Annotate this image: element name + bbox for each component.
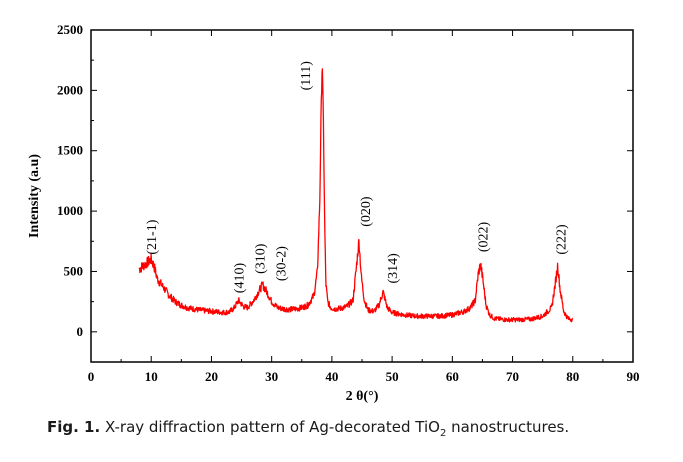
peak-label: (30-2) bbox=[275, 246, 290, 281]
x-tick-label: 0 bbox=[88, 369, 95, 384]
figure-label: Fig. 1. bbox=[47, 418, 101, 436]
figure-caption: Fig. 1. X-ray diffraction pattern of Ag-… bbox=[47, 418, 677, 439]
peak-labels: (21-1) (410) (310) (30-2) (111) (020) (314) (02… bbox=[145, 61, 570, 293]
peak-label: (022) bbox=[476, 221, 491, 252]
peak-label: (111) bbox=[299, 61, 314, 91]
y-tick-label: 2000 bbox=[57, 82, 83, 97]
x-tick-label: 10 bbox=[145, 369, 158, 384]
x-tick-label: 70 bbox=[506, 369, 519, 384]
x-tick-label: 20 bbox=[205, 369, 218, 384]
peak-label: (310) bbox=[254, 243, 269, 274]
peak-label: (410) bbox=[233, 263, 248, 294]
y-tick-label: 500 bbox=[64, 263, 84, 278]
x-tick-label: 30 bbox=[265, 369, 278, 384]
caption-text: X-ray diffraction pattern of Ag-decorate… bbox=[100, 418, 440, 436]
y-tick-label: 1500 bbox=[57, 143, 83, 158]
peak-label: (21-1) bbox=[145, 219, 160, 254]
y-tick-label: 2500 bbox=[57, 22, 83, 37]
caption-subscript: 2 bbox=[439, 428, 447, 439]
x-tick-label: 50 bbox=[386, 369, 399, 384]
x-tick-label: 40 bbox=[325, 369, 338, 384]
caption-text-end: nanostructures. bbox=[446, 418, 570, 436]
y-axis-title: Intensity (a.u) bbox=[27, 154, 42, 238]
series-line bbox=[138, 68, 574, 323]
y-tick-label: 0 bbox=[77, 324, 84, 339]
peak-label: (020) bbox=[359, 196, 374, 227]
x-tick-label: 90 bbox=[627, 369, 640, 384]
x-tick-label: 60 bbox=[446, 369, 459, 384]
axis-ticks: 0 10 20 30 40 50 60 70 80 90 0 500 1000 1500 2000 2500 bbox=[57, 22, 640, 384]
x-tick-label: 80 bbox=[566, 369, 579, 384]
peak-label: (314) bbox=[386, 253, 401, 284]
xrd-chart: 0 10 20 30 40 50 60 70 80 9005001000150020002500 … bbox=[27, 22, 640, 404]
x-axis-title: 2 θ(°) bbox=[346, 389, 379, 404]
y-tick-label: 1000 bbox=[57, 203, 83, 218]
plot-frame bbox=[90, 29, 634, 363]
peak-label: (222) bbox=[555, 224, 570, 255]
